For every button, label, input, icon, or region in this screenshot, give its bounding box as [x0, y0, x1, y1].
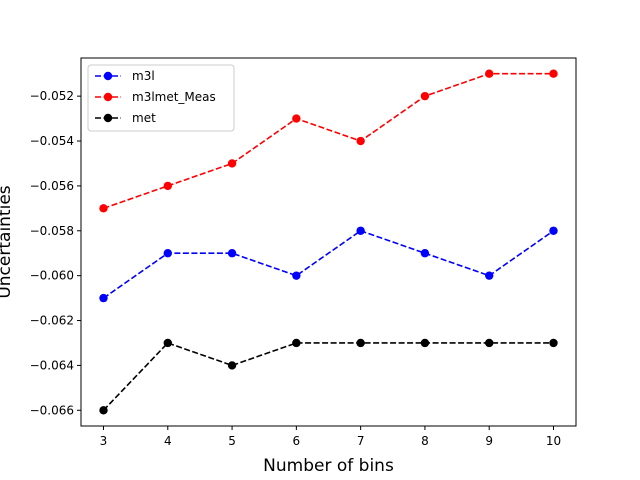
x-axis: 3 4 5 6 7 8 9 10 — [100, 426, 561, 448]
y-tick-label: −0.066 — [30, 403, 74, 417]
series-layer — [99, 69, 558, 415]
series-m3lmet_Meas — [99, 69, 558, 213]
data-point — [485, 338, 494, 348]
y-tick-label: −0.062 — [30, 314, 74, 328]
data-point — [356, 226, 365, 235]
x-tick-label: 10 — [546, 434, 561, 448]
legend-marker — [103, 71, 113, 81]
data-point — [292, 114, 301, 123]
y-tick-label: −0.058 — [30, 224, 74, 238]
x-tick-label: 8 — [421, 434, 429, 448]
data-point — [227, 361, 237, 370]
data-point — [99, 406, 108, 415]
x-axis-title: Number of bins — [263, 456, 394, 476]
y-tick-label: −0.064 — [30, 358, 74, 372]
series-met — [99, 338, 558, 415]
data-point — [356, 136, 365, 146]
legend-marker — [103, 92, 113, 102]
data-point — [227, 249, 237, 258]
data-point — [549, 226, 558, 235]
series-m3l — [99, 226, 558, 303]
data-point — [549, 69, 558, 78]
legend-entry-met: met — [95, 111, 156, 125]
data-point — [163, 249, 172, 258]
data-point — [356, 338, 365, 348]
y-axis: −0.066 −0.064 −0.062 −0.060 −0.058 −0.056 −0.0… — [30, 89, 81, 417]
y-tick-label: −0.054 — [30, 134, 74, 148]
data-point — [227, 159, 237, 168]
x-tick-label: 5 — [228, 434, 236, 448]
legend-box — [87, 64, 235, 132]
data-point — [485, 69, 494, 78]
x-tick-label: 3 — [100, 434, 108, 448]
legend-marker — [103, 113, 113, 123]
legend-entry-m3l: m3l — [95, 69, 155, 83]
series-line — [103, 229, 554, 299]
legend-label: met — [132, 111, 156, 125]
y-tick-label: −0.052 — [30, 89, 74, 103]
x-tick-label: 4 — [164, 434, 172, 448]
plot-area — [80, 57, 577, 427]
data-point — [163, 338, 172, 348]
data-point — [420, 91, 430, 101]
data-point — [485, 271, 494, 280]
data-point — [420, 249, 430, 258]
x-tick-label: 9 — [485, 434, 493, 448]
data-point — [292, 338, 301, 348]
data-point — [99, 204, 108, 213]
data-point — [163, 181, 172, 191]
data-point — [549, 338, 558, 348]
data-point — [99, 293, 108, 303]
y-axis-title: Uncertainties — [0, 185, 15, 298]
data-point — [292, 271, 301, 280]
series-line — [103, 72, 554, 210]
legend-label: m3l — [132, 69, 155, 83]
legend-entry-m3lmet_Meas: m3lmet_Meas — [95, 90, 216, 104]
series-line — [102, 342, 554, 411]
y-tick-label: −0.056 — [30, 179, 74, 193]
x-tick-label: 7 — [357, 434, 365, 448]
plot-frame — [80, 57, 577, 427]
x-tick-label: 6 — [293, 434, 301, 448]
legend-label: m3lmet_Meas — [132, 90, 216, 104]
y-tick-label: −0.060 — [30, 269, 74, 283]
data-point — [420, 338, 430, 348]
